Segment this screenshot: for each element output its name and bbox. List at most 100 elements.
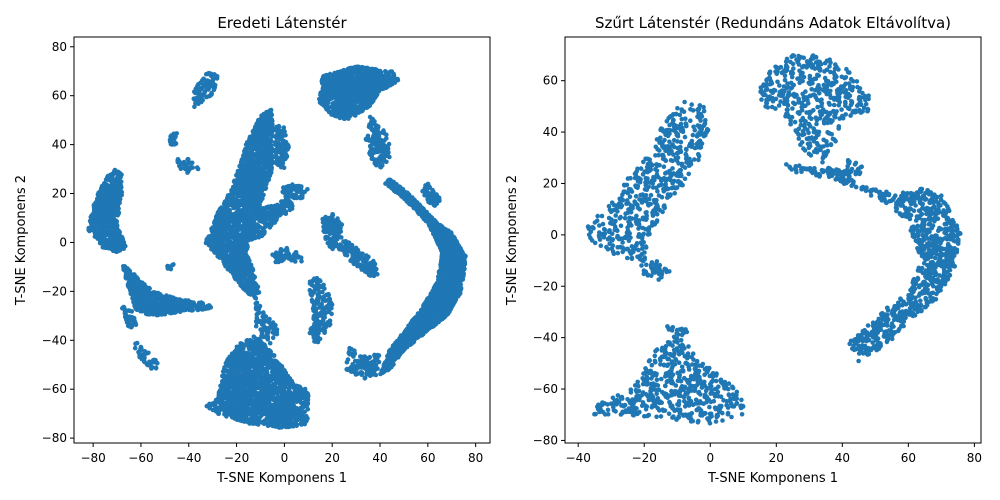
scatter-point [117, 233, 122, 239]
scatter-point [234, 184, 240, 190]
scatter-point [230, 243, 236, 249]
scatter-point [105, 175, 110, 181]
scatter-point [115, 177, 121, 183]
scatter-point [137, 300, 143, 305]
scatter-point [214, 76, 220, 81]
scatter-point [274, 331, 280, 337]
scatter-point [240, 227, 245, 232]
scatter-point [250, 221, 255, 227]
scatter-point [239, 212, 244, 217]
scatter-point [208, 83, 213, 89]
scatter-point [270, 335, 276, 341]
scatter-point [245, 161, 251, 166]
scatter-point [133, 322, 139, 328]
scatter-point [145, 362, 151, 368]
scatter-point [201, 303, 206, 309]
scatter-point [152, 360, 157, 365]
scatter-point [231, 231, 237, 237]
scatter-point [110, 219, 115, 224]
scatter-point [126, 315, 132, 320]
scatter-point [247, 143, 253, 149]
scatter-point [231, 205, 236, 211]
scatter-point [299, 192, 305, 197]
scatter-point [101, 235, 106, 240]
scatter-point [197, 96, 202, 102]
scatter-point [280, 128, 285, 134]
scatter-point [239, 186, 245, 191]
scatter-point [242, 243, 248, 249]
scatter-point [234, 173, 239, 178]
scatter-point [238, 159, 244, 165]
scatter-point [175, 307, 180, 313]
scatter-point [105, 217, 111, 223]
scatter-point [231, 222, 237, 227]
scatter-point [139, 280, 145, 286]
scatter-point [98, 209, 103, 215]
scatter-point [264, 171, 270, 176]
scatter-point [210, 75, 216, 81]
scatter-point [188, 305, 193, 310]
scatter-point [154, 297, 159, 303]
scatter-point [208, 92, 214, 97]
scatter-point [204, 94, 209, 100]
scatter-point [244, 172, 250, 178]
scatter-point [284, 248, 290, 253]
scatter-point [243, 252, 249, 258]
scatter-point [269, 222, 274, 228]
scatter-point [278, 209, 283, 214]
scatter-point [117, 186, 123, 192]
scatter-point [212, 250, 217, 255]
scatter-point [253, 301, 259, 306]
scatter-point [99, 193, 105, 199]
scatter-point [248, 283, 254, 288]
scatter-point [203, 83, 209, 89]
scatter-point [121, 304, 126, 310]
scatter-point [211, 226, 216, 232]
scatter-point [89, 222, 94, 227]
scatter-point [96, 205, 101, 211]
scatter-point [149, 366, 154, 371]
scatter-point [114, 203, 120, 208]
scatter-point [243, 149, 248, 154]
scatter-point [108, 222, 113, 228]
scatter-point [253, 138, 259, 143]
scatter-point [257, 202, 263, 207]
scatter-point [211, 87, 217, 93]
scatter-point [234, 249, 239, 255]
scatter-point [305, 407, 311, 412]
scatter-point [220, 373, 226, 379]
scatter-point [279, 133, 285, 139]
scatter-point [99, 198, 105, 204]
scatter-point [247, 205, 252, 211]
scatter-point [280, 199, 286, 204]
scatter-point [171, 295, 176, 301]
scatter-point [261, 174, 266, 180]
scatter-point [107, 203, 112, 209]
scatter-point [250, 180, 255, 186]
scatter-point [227, 217, 233, 223]
scatter-point [287, 254, 292, 259]
scatter-point [238, 261, 243, 267]
scatter-point [146, 307, 152, 313]
scatter-point [129, 309, 135, 314]
scatter-point [244, 213, 250, 219]
scatter-point [254, 307, 259, 312]
scatter-point [149, 295, 155, 301]
scatter-point [178, 166, 184, 171]
scatter-point [261, 153, 267, 158]
scatter-point [159, 311, 165, 317]
scatter-point [114, 207, 119, 212]
scatter-point [95, 216, 100, 222]
scatter-point [101, 188, 107, 194]
scatter-point [250, 164, 255, 169]
scatter-point [94, 222, 100, 227]
scatter-point [155, 303, 160, 309]
scatter-point [151, 304, 156, 310]
scatter-point [181, 304, 187, 309]
scatter-point [250, 194, 255, 199]
scatter-point [263, 214, 268, 219]
scatter-point [232, 274, 237, 280]
scatter-point [146, 350, 151, 356]
scatter-point [133, 341, 138, 347]
